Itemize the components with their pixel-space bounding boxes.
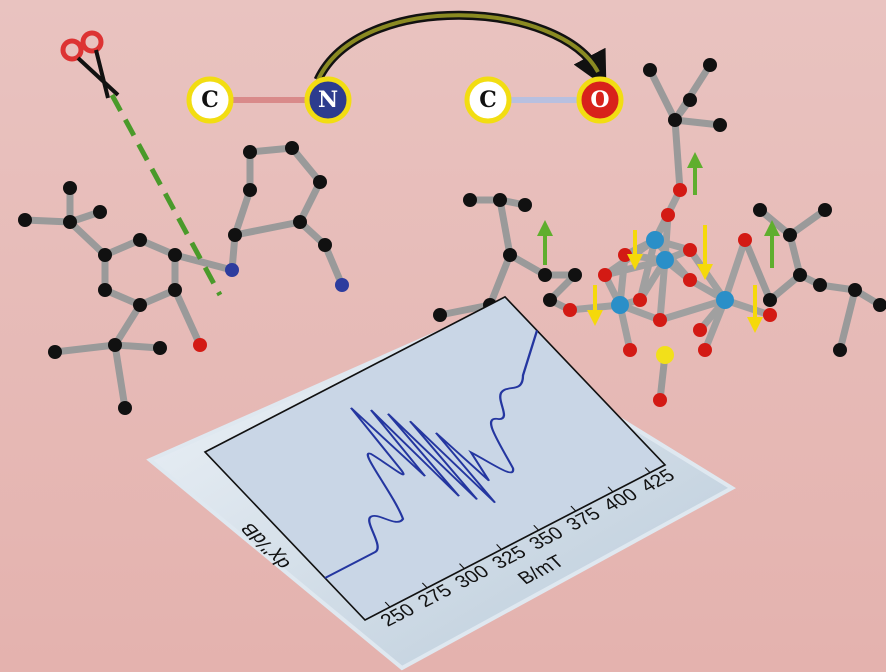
atom-c: [243, 183, 257, 197]
atom-c: [463, 193, 477, 207]
atom-o: [693, 323, 707, 337]
atom-c: [63, 215, 77, 229]
atom-c: [643, 63, 657, 77]
atom-c: [318, 238, 332, 252]
atom-c: [133, 298, 147, 312]
atom-n: [225, 263, 239, 277]
atom-c: [813, 278, 827, 292]
atom-c: [833, 343, 847, 357]
atom-c: [313, 175, 327, 189]
atom-o: [738, 233, 752, 247]
atom-o: [633, 293, 647, 307]
bond: [675, 120, 680, 190]
atom-c: [818, 203, 832, 217]
atom-label: C: [201, 87, 219, 113]
atom-o: [618, 248, 632, 262]
atom-c: [543, 293, 557, 307]
atom-c: [243, 145, 257, 159]
atom-c: [108, 338, 122, 352]
atom-o: [563, 303, 577, 317]
atom-o: [193, 338, 207, 352]
atom-c: [848, 283, 862, 297]
atom-c: [703, 58, 717, 72]
atom-o: [763, 308, 777, 322]
atom-label: N: [318, 87, 338, 113]
atom-o: [661, 208, 675, 222]
atom-s: [656, 346, 674, 364]
atom-c: [753, 203, 767, 217]
atom-metal: [656, 251, 674, 269]
atom-c: [433, 308, 447, 322]
atom-c: [18, 213, 32, 227]
atom-c: [293, 215, 307, 229]
atom-c: [285, 141, 299, 155]
atom-o: [698, 343, 712, 357]
atom-c: [133, 233, 147, 247]
atom-c: [793, 268, 807, 282]
atom-c: [168, 283, 182, 297]
atom-c: [783, 228, 797, 242]
atom-c: [118, 401, 132, 415]
atom-c: [493, 193, 507, 207]
atom-o: [653, 313, 667, 327]
atom-c: [63, 181, 77, 195]
atom-c: [568, 268, 582, 282]
atom-c: [228, 228, 242, 242]
atom-o: [683, 273, 697, 287]
atom-label: C: [479, 87, 497, 113]
atom-c: [713, 118, 727, 132]
atom-c: [168, 248, 182, 262]
atom-c: [538, 268, 552, 282]
atom-metal: [611, 296, 629, 314]
atom-o: [598, 268, 612, 282]
scene: C N C O B/mT dχ''/dB 2502753003253503754…: [0, 0, 886, 672]
atom-c: [153, 341, 167, 355]
atom-metal: [716, 291, 734, 309]
atom-c: [518, 198, 532, 212]
atom-c: [683, 93, 697, 107]
atom-c: [98, 283, 112, 297]
atom-o: [653, 393, 667, 407]
atom-c: [98, 248, 112, 262]
atom-label: O: [590, 87, 609, 113]
atom-c: [48, 345, 62, 359]
atom-metal: [646, 231, 664, 249]
atom-o: [673, 183, 687, 197]
atom-c: [763, 293, 777, 307]
atom-c: [93, 205, 107, 219]
atom-c: [503, 248, 517, 262]
atom-o: [683, 243, 697, 257]
atom-n: [335, 278, 349, 292]
atom-c: [668, 113, 682, 127]
atom-o: [623, 343, 637, 357]
